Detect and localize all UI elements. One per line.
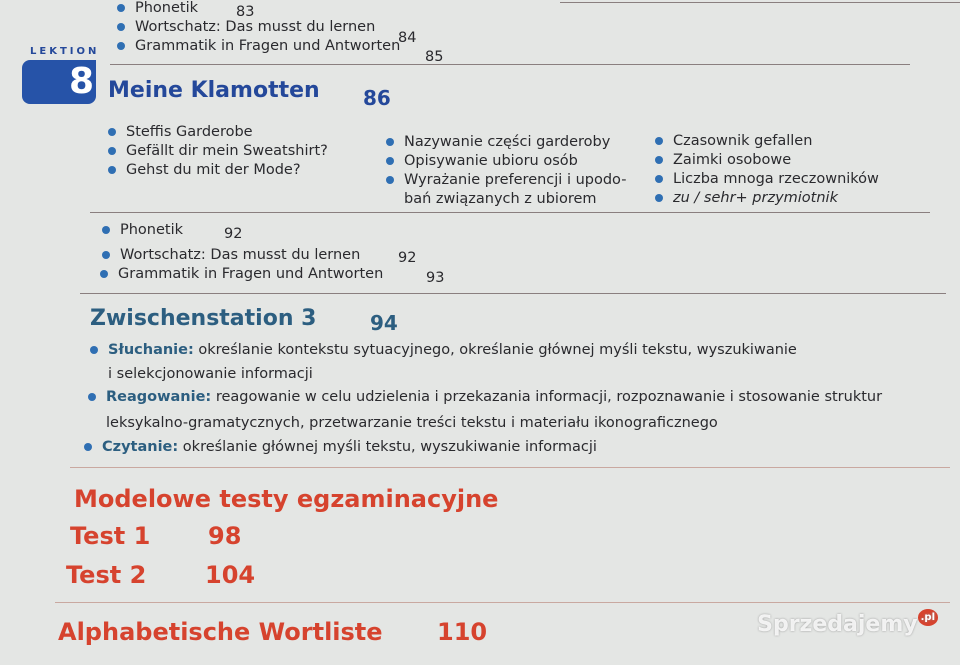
page-number: 92 [398, 250, 417, 266]
divider [560, 2, 960, 3]
tests-title[interactable]: Modelowe testy egzaminacyjne [74, 485, 499, 513]
section-title[interactable]: Zwischenstation 3 [90, 306, 317, 331]
toc-item[interactable]: Phonetik [102, 222, 183, 238]
page-number: 93 [426, 270, 445, 286]
skills-column: Nazywanie części garderoby Opisywanie ub… [386, 133, 626, 209]
divider [110, 64, 910, 65]
page-number: 83 [236, 4, 255, 20]
exam-skill: Słuchanie: określanie kontekstu sytuacyj… [90, 338, 797, 386]
watermark-logo: Sprzedajemy .pl [757, 609, 938, 637]
toc-item[interactable]: Phonetik [117, 0, 198, 16]
lesson-page: 86 [363, 86, 391, 110]
divider [70, 467, 950, 468]
grammar-column: Czasownik gefallen Zaimki osobowe Liczba… [655, 132, 879, 208]
divider [80, 293, 946, 294]
exam-skill: Czytanie: określanie głównej myśli tekst… [84, 439, 597, 455]
page-number: 92 [224, 226, 243, 242]
lesson-prefix: LEKTION [30, 46, 100, 57]
toc-item[interactable]: Wortschatz: Das musst du lernen [117, 19, 375, 35]
lesson-number-badge: 8 [22, 60, 96, 104]
test-link[interactable]: Test 1 [70, 522, 151, 550]
label: Phonetik [135, 0, 199, 16]
divider [55, 602, 950, 603]
toc-item[interactable]: Grammatik in Fragen und Antworten [117, 38, 400, 54]
label: Grammatik in Fragen und Antworten [135, 38, 401, 54]
test-link[interactable]: Test 2 [66, 561, 147, 589]
toc-item[interactable]: Grammatik in Fragen und Antworten [100, 266, 383, 282]
page-number: 85 [425, 49, 444, 65]
page-number: 84 [398, 30, 417, 46]
page-number: 104 [205, 561, 256, 589]
label: Wortschatz: Das musst du lernen [135, 19, 376, 35]
toc-item[interactable]: Wortschatz: Das musst du lernen [102, 247, 360, 263]
wortliste-title[interactable]: Alphabetische Wortliste [58, 618, 383, 646]
lesson-title[interactable]: Meine Klamotten [108, 78, 320, 103]
topics-column: Steffis Garderobe Gefällt dir mein Sweat… [108, 123, 328, 180]
divider [90, 212, 930, 213]
exam-skill: Reagowanie: reagowanie w celu udzielenia… [88, 384, 882, 436]
page-number: 110 [437, 618, 488, 646]
page-number: 98 [208, 522, 242, 550]
section-page: 94 [370, 311, 398, 335]
